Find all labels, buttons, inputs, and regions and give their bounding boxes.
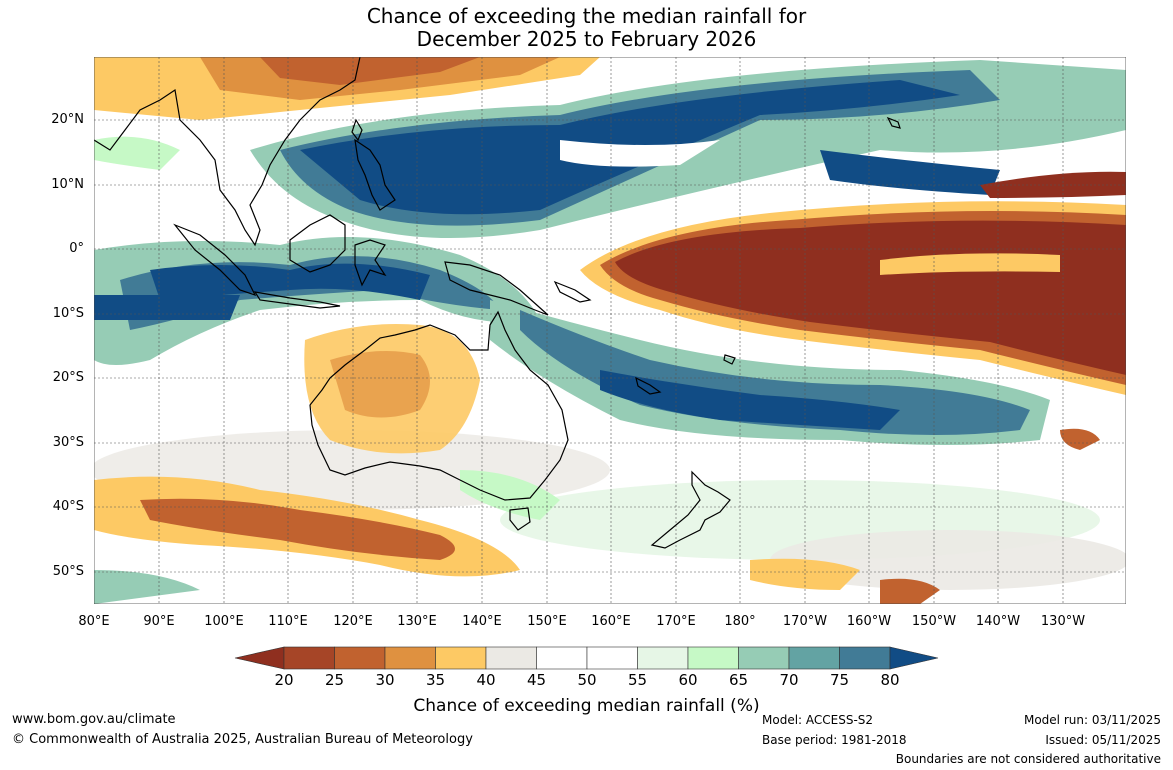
new-guinea-coast <box>444 261 549 316</box>
colorbar-cell <box>283 646 335 670</box>
footer-disclaimer: Boundaries are not considered authoritat… <box>895 752 1161 766</box>
lat-label-20s: 20°S <box>52 370 84 385</box>
colorbar-cell <box>637 646 689 670</box>
lat-label-10s: 10°S <box>52 306 84 321</box>
graticule <box>94 57 1126 604</box>
footer-model: Model: ACCESS-S2 <box>762 713 874 727</box>
colorbar-tick-label: 50 <box>577 671 597 689</box>
colorbar-tick-label: 75 <box>829 671 850 689</box>
philippines-coast <box>354 138 396 211</box>
colorbar-low-extension <box>234 646 285 670</box>
map-title-line2: December 2025 to February 2026 <box>416 27 757 51</box>
coastlines <box>94 57 901 549</box>
footer-issued: Issued: 05/11/2025 <box>1045 733 1161 747</box>
lon-label-130w: 130°W <box>1040 614 1086 629</box>
colorbar-tick-label: 70 <box>779 671 799 689</box>
hawaii-coast <box>886 116 901 129</box>
footer-copyright: © Commonwealth of Australia 2025, Austra… <box>12 732 473 747</box>
colorbar-cell <box>839 646 891 670</box>
lon-label-170e: 170°E <box>656 614 696 629</box>
colorbar-high-extension <box>889 646 939 670</box>
lon-label-80e: 80°E <box>78 614 110 629</box>
colorbar-cell <box>788 646 840 670</box>
colorbar-title: Chance of exceeding median rainfall (%) <box>413 696 760 716</box>
sulawesi-coast <box>354 239 387 287</box>
lon-label-110e: 110°E <box>268 614 308 629</box>
lon-label-140w: 140°W <box>975 614 1021 629</box>
colorbar-cell <box>586 646 638 670</box>
borneo-coast <box>289 214 346 273</box>
colorbar-cell <box>384 646 436 670</box>
lon-label-150w: 150°W <box>911 614 957 629</box>
lon-label-130e: 130°E <box>397 614 437 629</box>
new-zealand-coast <box>650 470 731 549</box>
lon-label-100e: 100°E <box>204 614 244 629</box>
tasmania-coast <box>509 507 531 531</box>
colorbar-cell <box>738 646 790 670</box>
lat-label-20n: 20°N <box>51 112 84 127</box>
footer-model-run: Model run: 03/11/2025 <box>1023 713 1161 727</box>
asia-mainland-coast <box>94 57 361 247</box>
colorbar-tick-label: 30 <box>375 671 395 689</box>
lon-label-170w: 170°W <box>782 614 828 629</box>
lon-label-160e: 160°E <box>591 614 631 629</box>
colorbar-cell <box>435 646 487 670</box>
colorbar-cell <box>485 646 537 670</box>
colorbar-tick-label: 25 <box>324 671 345 689</box>
colorbar-tick-label: 45 <box>526 671 547 689</box>
colorbar-cell <box>536 646 588 670</box>
map-field <box>94 57 1126 604</box>
lon-label-180: 180° <box>724 614 756 629</box>
colorbar-tick-label: 40 <box>476 671 496 689</box>
sumatra-coast <box>173 223 257 297</box>
lat-label-30s: 30°S <box>52 435 84 450</box>
colorbar <box>234 646 939 670</box>
map-title-line1: Chance of exceeding the median rainfall … <box>366 4 807 28</box>
lat-label-10n: 10°N <box>51 177 84 192</box>
footer-base-period: Base period: 1981-2018 <box>762 733 907 747</box>
footer-url[interactable]: www.bom.gov.au/climate <box>12 712 176 727</box>
lat-label-40s: 40°S <box>52 499 84 514</box>
solomon-coast <box>553 280 592 303</box>
colorbar-tick-label: 60 <box>678 671 698 689</box>
lon-label-150e: 150°E <box>527 614 567 629</box>
colorbar-cell <box>687 646 739 670</box>
australia-coast <box>309 310 569 501</box>
lat-label-50s: 50°S <box>52 564 84 579</box>
lon-label-140e: 140°E <box>462 614 502 629</box>
colorbar-tick-label: 35 <box>425 671 446 689</box>
lat-label-equator: 0° <box>69 241 84 256</box>
colorbar-tick-label: 80 <box>880 671 900 689</box>
colorbar-tick-label: 65 <box>728 671 749 689</box>
lon-label-120e: 120°E <box>333 614 373 629</box>
lon-label-160w: 160°W <box>846 614 892 629</box>
lon-label-90e: 90°E <box>143 614 175 629</box>
taiwan-coast <box>351 118 363 142</box>
fiji-coast <box>723 354 736 365</box>
colorbar-tick-label: 20 <box>274 671 294 689</box>
colorbar-tick-label: 55 <box>627 671 648 689</box>
java-coast <box>253 291 341 309</box>
new-caledonia-coast <box>635 376 662 395</box>
colorbar-cell <box>334 646 386 670</box>
